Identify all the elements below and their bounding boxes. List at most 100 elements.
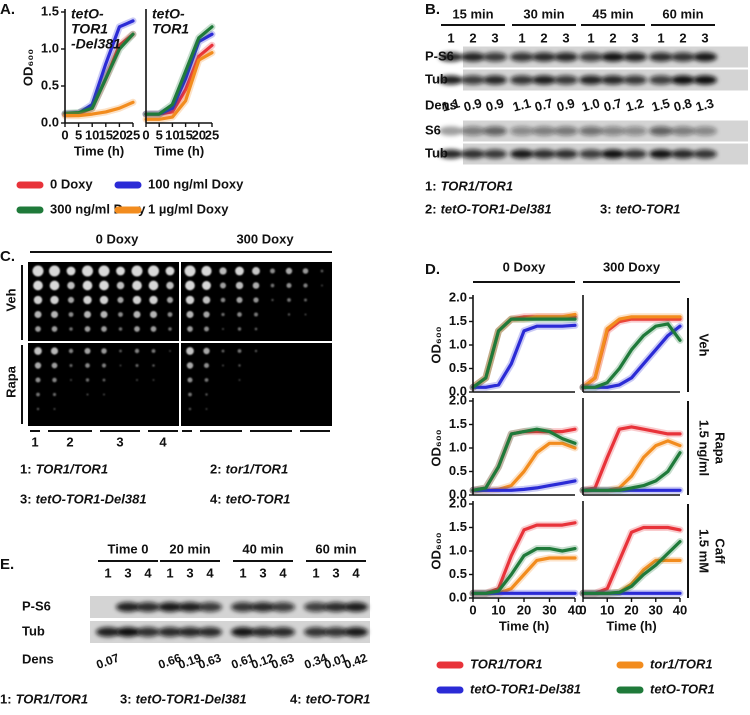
row-label: Veh	[3, 288, 18, 311]
colony-spot	[304, 313, 307, 316]
x-tick-label: 5	[75, 127, 82, 142]
key-number: 3:	[120, 691, 132, 706]
row-label: Tub	[22, 623, 45, 638]
blot-band	[693, 75, 717, 85]
colony-spot	[238, 364, 241, 367]
colony-spot	[118, 327, 123, 331]
colony-spot	[203, 311, 210, 318]
colony-spot	[82, 280, 93, 291]
colony-spot	[116, 281, 125, 290]
x-tick-label: 15	[99, 127, 113, 142]
y-tick-label: 1.0	[41, 40, 59, 55]
group-header: 15 min	[452, 6, 493, 21]
blot-band	[483, 75, 507, 85]
blot-band	[601, 52, 625, 62]
colony-spot	[203, 362, 210, 369]
dens-value: 0.9	[484, 95, 505, 114]
colony-spot	[34, 310, 42, 319]
blot-band	[271, 627, 295, 637]
colony-spot	[103, 393, 105, 396]
group-header: 30 min	[523, 6, 564, 21]
blot-band	[231, 602, 255, 612]
colony-spot	[302, 268, 309, 274]
colony-spot	[304, 298, 307, 302]
series-line	[581, 540, 682, 595]
legend-label: 1 µg/ml Doxy	[148, 201, 229, 216]
colony-spot	[36, 407, 40, 411]
blot-band	[579, 52, 603, 62]
lane-label: 3	[259, 565, 266, 580]
x-tick-label: 40	[568, 602, 582, 617]
key-number: 3:	[20, 491, 32, 506]
lane-label: 4	[352, 565, 360, 580]
key-name: tetO-TOR1	[306, 691, 371, 706]
y-tick-label: 2.0	[449, 495, 467, 510]
key-name: tetO-TOR1-Del381	[36, 491, 147, 506]
y-tick-label: 0.0	[449, 589, 467, 604]
dens-value: 1.5	[650, 95, 671, 114]
condition-header: 300 Doxy	[236, 231, 294, 246]
x-tick-label: 30	[649, 602, 663, 617]
key-number: 1:	[425, 178, 437, 193]
lane-label: 4	[144, 565, 152, 580]
blot-band	[510, 75, 534, 85]
blot-band	[623, 126, 647, 136]
colony-spot	[35, 326, 41, 332]
colony-spot	[133, 310, 141, 319]
blot-band	[579, 149, 603, 159]
dens-value: 0.07	[94, 651, 121, 672]
colony-spot	[303, 283, 308, 288]
blot-band	[324, 602, 348, 612]
row-label: Tub	[425, 71, 448, 86]
colony-spot	[287, 313, 291, 316]
colony-spot	[99, 295, 109, 305]
row-label: S6	[425, 122, 441, 137]
x-tick-label: 25	[205, 127, 219, 142]
colony-spot	[270, 283, 275, 288]
colony-spot	[321, 284, 323, 287]
group-header: Time 0	[108, 541, 149, 556]
series-line	[471, 547, 577, 595]
colony-spot	[132, 280, 142, 291]
blot-band	[136, 602, 160, 612]
blot-band	[532, 52, 556, 62]
y-tick-label: 2.0	[449, 289, 467, 304]
y-tick-label: 0.0	[41, 114, 59, 129]
colony-spot	[221, 349, 225, 353]
blot-band	[158, 602, 182, 612]
colony-spot	[36, 392, 40, 397]
colony-spot	[151, 349, 156, 353]
colony-spot	[220, 282, 226, 289]
series-line	[471, 427, 577, 492]
x-tick-label: 0	[579, 602, 586, 617]
x-tick-label: 5	[156, 127, 163, 142]
blot-band	[439, 149, 463, 159]
series-line	[471, 556, 577, 595]
blot-band	[178, 602, 202, 612]
blot-band	[693, 149, 717, 159]
colony-spot	[235, 266, 244, 276]
colony-spot	[166, 296, 174, 304]
colony-spot	[186, 362, 194, 369]
colony-spot	[116, 266, 125, 276]
blot-band	[136, 627, 160, 637]
colony-spot	[237, 312, 242, 317]
blot-band	[461, 52, 485, 62]
colony-spot	[186, 347, 194, 355]
blot-band	[532, 149, 556, 159]
colony-spot	[167, 312, 173, 317]
blot-band	[198, 602, 222, 612]
colony-spot	[236, 296, 243, 304]
colony-spot	[49, 265, 60, 277]
colony-spot	[33, 295, 43, 305]
colony-spot	[148, 280, 159, 291]
blot-band	[693, 52, 717, 62]
strain-label: 4	[159, 434, 167, 449]
blot-band	[601, 149, 625, 159]
key-number: 2:	[425, 201, 437, 216]
x-tick-label: 0	[142, 127, 149, 142]
blot-band	[554, 52, 578, 62]
condition-header: 300 Doxy	[603, 259, 661, 274]
blot-band	[649, 52, 673, 62]
